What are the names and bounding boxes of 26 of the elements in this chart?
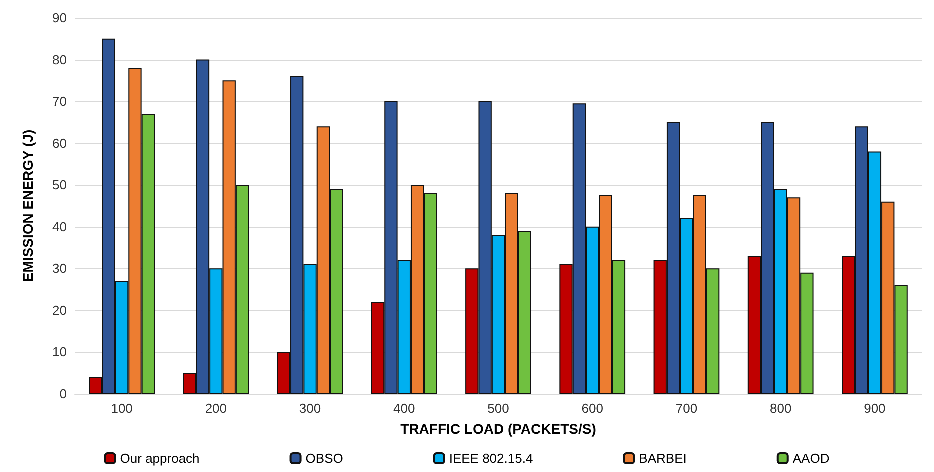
y-tick-label: 80 [52, 52, 67, 68]
y-tick-label: 20 [52, 302, 67, 318]
legend-label: AAOD [792, 451, 830, 466]
y-tick-label: 30 [52, 261, 67, 276]
x-tick-label: 700 [676, 401, 698, 416]
y-axis-title: EMISSION ENERGY (J) [20, 130, 36, 282]
legend-label: BARBEI [639, 451, 687, 466]
x-tick-label: 900 [864, 401, 886, 416]
x-tick-label: 100 [111, 401, 133, 416]
y-tick-label: 10 [52, 344, 67, 360]
x-tick-label: 200 [205, 401, 228, 416]
x-tick-label: 400 [394, 401, 416, 416]
y-tick-label: 0 [60, 386, 67, 402]
x-axis-title: TRAFFIC LOAD (PACKETS/S) [400, 421, 596, 437]
legend-label: IEEE 802.15.4 [449, 451, 534, 466]
y-tick-label: 70 [52, 94, 67, 110]
x-tick-label: 800 [770, 401, 792, 416]
legend-label: Our approach [120, 451, 200, 466]
y-tick-label: 40 [52, 219, 67, 234]
y-tick-label: 60 [52, 136, 67, 151]
x-tick-label: 500 [488, 401, 510, 416]
x-tick-label: 300 [299, 401, 322, 416]
y-tick-label: 90 [52, 10, 67, 26]
y-tick-label: 50 [52, 178, 67, 193]
legend-label: OBSO [306, 451, 344, 466]
x-tick-label: 600 [582, 401, 604, 416]
